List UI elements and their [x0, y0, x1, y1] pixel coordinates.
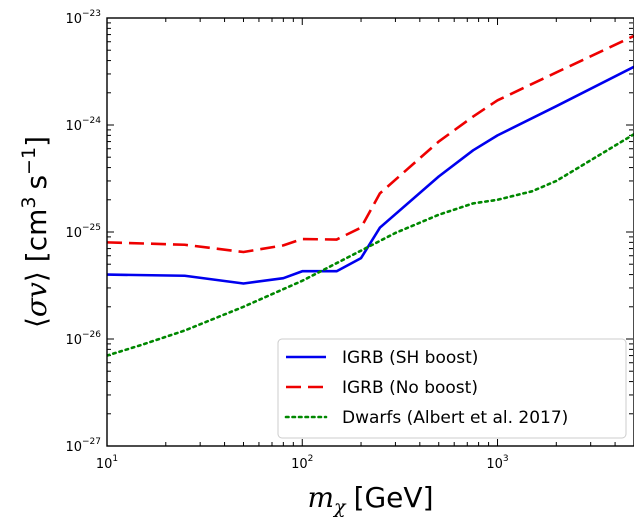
y-axis-unit-exp: 3	[18, 197, 40, 209]
x-tick-base: 10	[291, 457, 308, 472]
y-axis-label: ⟨σv⟩ [cm3 s−1]	[18, 136, 53, 328]
x-axis-unit: [GeV]	[354, 481, 434, 514]
y-tick-exp: −24	[82, 116, 101, 126]
y-tick-exp: −27	[82, 437, 101, 447]
y-tick-label: 10−23	[65, 9, 101, 27]
legend-label: IGRB (SH boost)	[342, 348, 478, 368]
y-tick-exp: −25	[82, 223, 101, 233]
series-line-1	[107, 65, 634, 285]
legend-label: Dwarfs (Albert et al. 2017)	[342, 408, 568, 428]
x-tick-exp: 2	[308, 454, 314, 464]
plot-frame	[106, 17, 634, 447]
x-tick-exp: 1	[112, 454, 118, 464]
y-axis-symbol: σv	[20, 282, 53, 317]
y-tick-label: 10−25	[65, 223, 101, 241]
x-tick-label: 103	[486, 454, 508, 472]
series-line-3	[107, 132, 634, 357]
y-tick-label: 10−26	[65, 330, 101, 348]
series-line-2	[107, 34, 634, 254]
y-tick-base: 10	[65, 119, 82, 134]
y-axis-unit-mid: s	[20, 175, 53, 190]
y-axis-close-bracket: ⟩	[20, 271, 53, 282]
y-tick-base: 10	[65, 226, 82, 241]
x-tick-base: 10	[96, 457, 113, 472]
y-tick-base: 10	[65, 440, 82, 455]
y-axis-unit-close: ]	[20, 136, 53, 147]
x-tick-base: 10	[486, 457, 503, 472]
y-tick-label: 10−24	[65, 116, 101, 134]
x-axis-symbol: m	[307, 481, 334, 514]
y-axis-unit-exp2: −1	[18, 147, 40, 175]
y-axis-open-bracket: ⟨	[20, 317, 53, 328]
x-tick-label: 102	[291, 454, 313, 472]
x-axis-label: mχ [GeV]	[307, 481, 433, 517]
x-tick-label: 101	[96, 454, 118, 472]
y-tick-base: 10	[65, 333, 82, 348]
legend-label: IGRB (No boost)	[342, 378, 478, 398]
legend-box	[277, 338, 627, 439]
x-tick-exp: 3	[503, 454, 509, 464]
y-tick-label: 10−27	[65, 437, 101, 455]
y-tick-base: 10	[65, 12, 82, 27]
series-layer	[107, 34, 634, 357]
legend-entries: IGRB (SH boost) IGRB (No boost) Dwarfs (Al…	[284, 348, 568, 428]
legend: IGRB (SH boost) IGRB (No boost) Dwarfs (Al…	[277, 338, 627, 439]
y-tick-exp: −23	[82, 9, 101, 19]
x-axis-subscript: χ	[332, 496, 347, 517]
y-axis-unit-prefix: [cm	[20, 209, 53, 263]
y-tick-exp: −26	[82, 330, 101, 340]
